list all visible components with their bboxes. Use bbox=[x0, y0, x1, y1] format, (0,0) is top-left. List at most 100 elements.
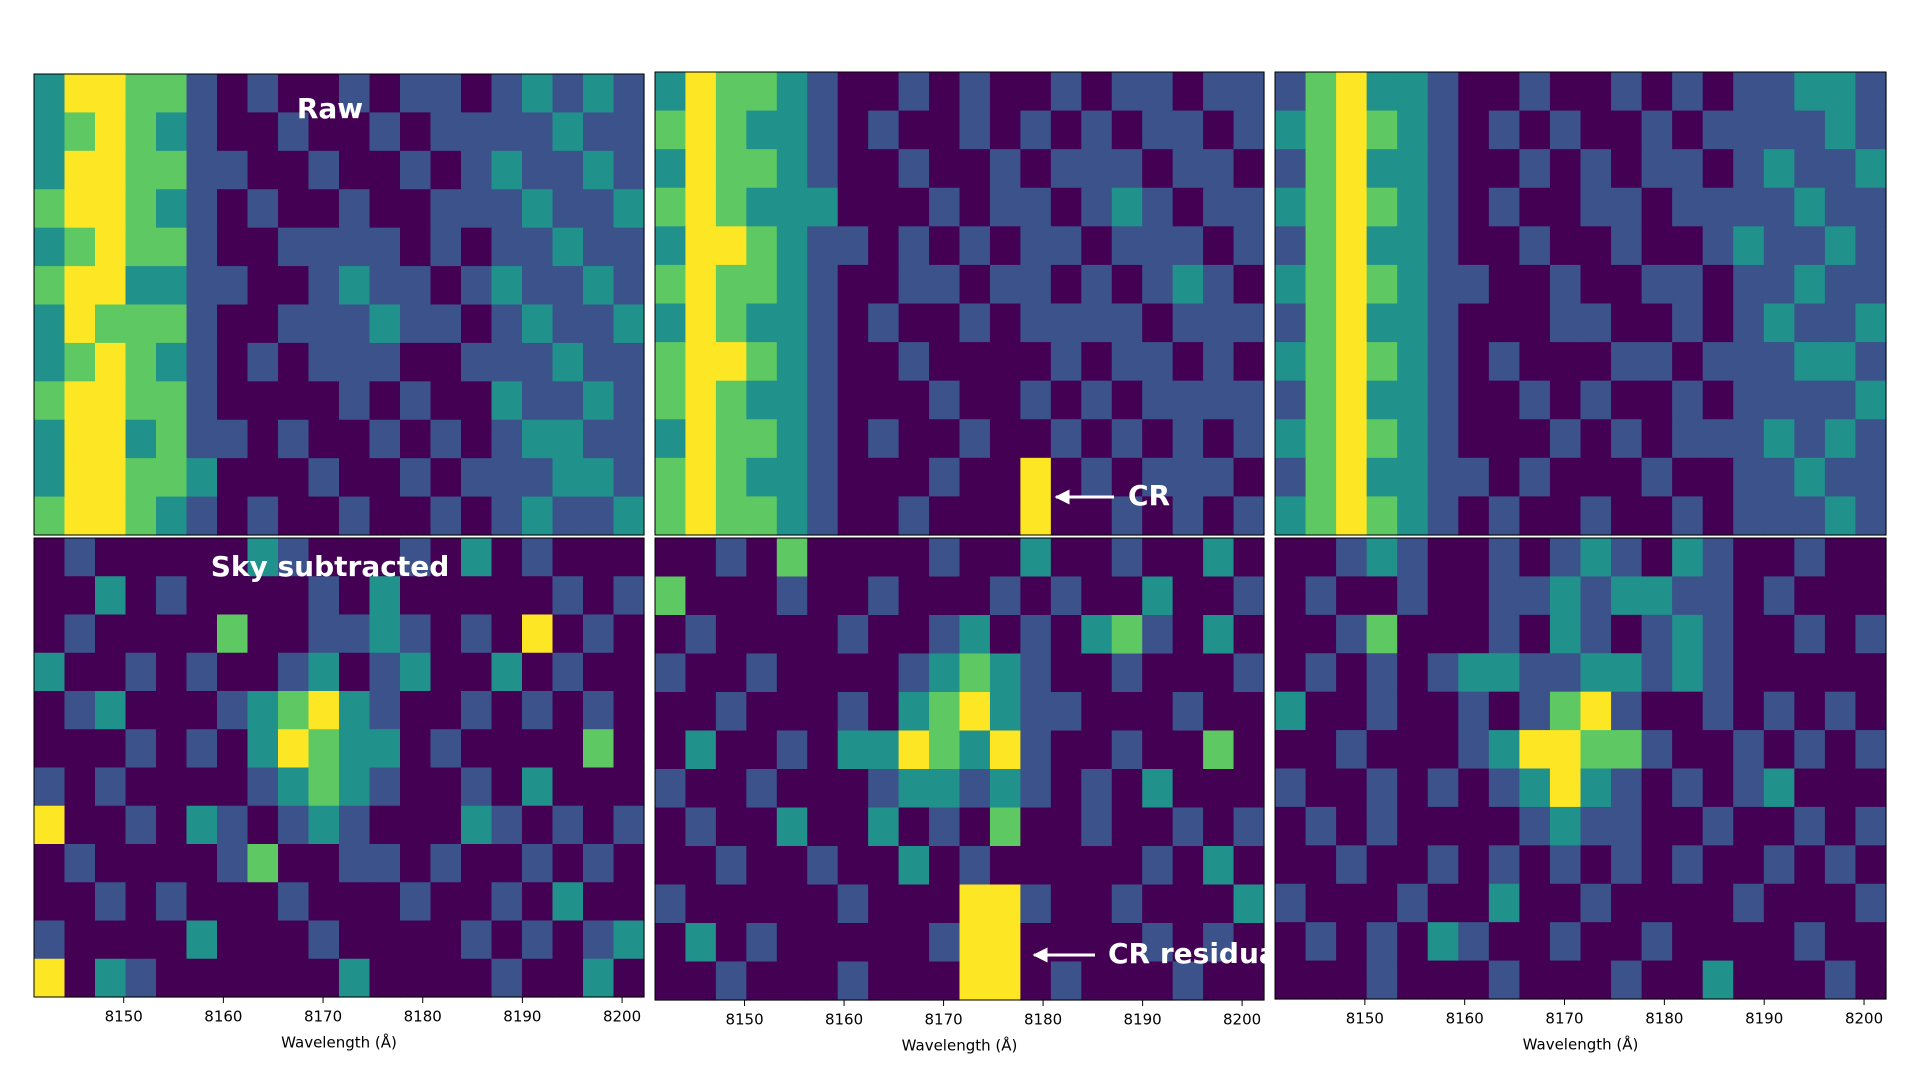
heatmap-cell bbox=[685, 653, 717, 693]
heatmap-cell bbox=[552, 304, 584, 344]
heatmap-cell bbox=[217, 576, 249, 616]
heatmap-cell bbox=[1580, 883, 1612, 923]
heatmap-cell bbox=[1611, 149, 1643, 189]
heatmap-cell bbox=[1305, 72, 1337, 112]
heatmap-cell bbox=[64, 920, 96, 960]
heatmap-cell bbox=[1855, 110, 1887, 150]
heatmap-cell bbox=[64, 458, 96, 498]
heatmap-cell bbox=[685, 576, 717, 616]
heatmap-cell bbox=[1611, 264, 1643, 305]
heatmap-cell bbox=[989, 884, 1021, 924]
heatmap-cell bbox=[247, 458, 279, 498]
heatmap-cell bbox=[125, 920, 157, 960]
heatmap-cell bbox=[613, 189, 645, 229]
heatmap-cell bbox=[308, 729, 340, 769]
heatmap-cell bbox=[807, 496, 839, 536]
heatmap-cell bbox=[522, 189, 554, 229]
heatmap-cell bbox=[1172, 187, 1204, 227]
heatmap-cell bbox=[1824, 496, 1857, 536]
heatmap-cell bbox=[125, 342, 157, 382]
heatmap-cell bbox=[95, 458, 127, 498]
heatmap-cell bbox=[807, 807, 839, 847]
heatmap-cell bbox=[807, 615, 839, 655]
heatmap-cell bbox=[461, 767, 493, 807]
heatmap-cell bbox=[1733, 691, 1765, 731]
heatmap-cell bbox=[1203, 923, 1235, 963]
heatmap-cell bbox=[1233, 846, 1265, 886]
heatmap-cell bbox=[1580, 614, 1612, 654]
heatmap-cell bbox=[1020, 380, 1052, 420]
heatmap-cell bbox=[1111, 884, 1143, 924]
heatmap-cell bbox=[1458, 691, 1490, 731]
heatmap-cell bbox=[1702, 149, 1734, 189]
heatmap-cell bbox=[746, 923, 778, 963]
heatmap-cell bbox=[461, 227, 493, 267]
heatmap-cell bbox=[217, 74, 249, 114]
heatmap-cell bbox=[1733, 922, 1765, 962]
heatmap-cell bbox=[156, 381, 188, 421]
heatmap-cell bbox=[1458, 960, 1490, 1000]
heatmap-cell bbox=[1233, 769, 1265, 809]
heatmap-cell bbox=[156, 304, 188, 344]
heatmap-cell bbox=[247, 805, 279, 845]
heatmap-cell bbox=[217, 419, 249, 459]
heatmap-cell bbox=[746, 884, 778, 924]
heatmap-cell bbox=[1050, 380, 1082, 420]
heatmap-cell bbox=[1611, 806, 1643, 846]
heatmap-cell bbox=[1275, 264, 1307, 305]
heatmap-cell bbox=[64, 496, 96, 536]
heatmap-cell bbox=[1172, 769, 1204, 809]
heatmap-cell bbox=[1733, 730, 1765, 770]
heatmap-cell bbox=[1763, 226, 1795, 266]
heatmap-cell bbox=[1702, 576, 1734, 616]
heatmap-cell bbox=[552, 538, 584, 577]
heatmap-cell bbox=[959, 110, 991, 150]
heatmap-cell bbox=[1427, 303, 1459, 343]
heatmap-cell bbox=[1733, 419, 1765, 459]
heatmap-cell bbox=[217, 691, 249, 730]
heatmap-cell bbox=[837, 884, 869, 924]
heatmap-cell bbox=[552, 496, 584, 536]
heatmap-cell bbox=[339, 958, 371, 998]
heatmap-cell bbox=[247, 304, 279, 344]
x-tick-label: 8150 bbox=[105, 1008, 143, 1026]
heatmap-cell bbox=[1794, 226, 1826, 266]
heatmap-cell bbox=[715, 187, 747, 227]
heatmap-cell bbox=[989, 576, 1021, 616]
heatmap-cell bbox=[1519, 419, 1551, 459]
heatmap-cell bbox=[34, 691, 66, 730]
heatmap-cell bbox=[1275, 342, 1307, 382]
heatmap-cell bbox=[807, 538, 839, 578]
heatmap-cell bbox=[217, 805, 249, 845]
heatmap-cell bbox=[339, 150, 371, 190]
heatmap-cell bbox=[1233, 110, 1265, 150]
heatmap-cell bbox=[1397, 342, 1429, 382]
heatmap-cell bbox=[552, 458, 584, 498]
heatmap-cell bbox=[125, 74, 157, 114]
heatmap-cell bbox=[1733, 653, 1765, 693]
heatmap-cell bbox=[746, 457, 778, 498]
heatmap-cell bbox=[685, 149, 717, 189]
heatmap-cell bbox=[1020, 846, 1052, 886]
heatmap-cell bbox=[1233, 807, 1265, 847]
heatmap-cell bbox=[613, 150, 645, 190]
heatmap-cell bbox=[746, 496, 778, 536]
heatmap-cell bbox=[125, 227, 157, 267]
heatmap-cell bbox=[1641, 149, 1673, 189]
heatmap-cell bbox=[1458, 576, 1490, 616]
heatmap-cell bbox=[715, 653, 747, 693]
heatmap-cell bbox=[898, 576, 930, 616]
heatmap-cell bbox=[217, 304, 249, 344]
heatmap-cell bbox=[868, 615, 900, 655]
heatmap-cell bbox=[156, 266, 188, 306]
heatmap-cell bbox=[1111, 769, 1143, 809]
heatmap-cell bbox=[776, 419, 808, 459]
heatmap-cell bbox=[1763, 653, 1795, 693]
heatmap-cell bbox=[715, 419, 747, 459]
heatmap-cell bbox=[1611, 614, 1643, 654]
heatmap-cell bbox=[125, 112, 157, 152]
heatmap-cell bbox=[461, 882, 493, 922]
heatmap-cell bbox=[217, 458, 249, 498]
heatmap-cell bbox=[1081, 846, 1113, 886]
heatmap-cell bbox=[64, 304, 96, 344]
